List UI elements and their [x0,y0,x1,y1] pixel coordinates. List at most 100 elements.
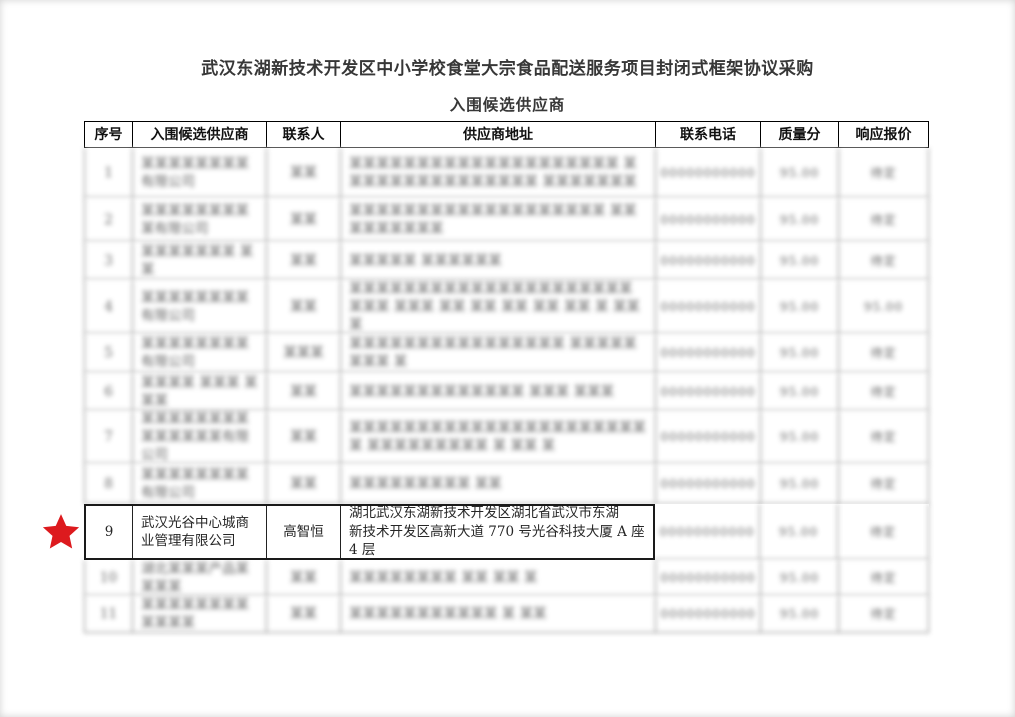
cell-score: 95.00 [761,373,839,410]
cell-score: 95.00 [761,242,839,279]
table-row: 1 某某某某某某某某有限公司 某某 某某某某某某某某某某某某某某某某某某某某 某某某某… [84,148,929,198]
highlight-star [42,514,80,550]
cell-address: 某某某某某某某某某某某某某某某某某某某 某某某某某某某某某 [341,198,656,241]
cell-score: 95.00 [761,334,839,372]
cell-address: 某某某某某某某某某某某某某某某某某某某某 某某某某某某某某某某某某某某某 某某某… [341,148,656,197]
cell-phone: 00000000000 [656,596,761,632]
cell-contact: 某某 [267,198,341,241]
cell-supplier-name: 某某某某某某某某某有限公司 [133,198,267,241]
header-phone: 联系电话 [656,122,761,147]
cell-address: 某某某某某某某某某某某某某某某某某某某某某 某某某 某某某 某某 某某 某某 某… [341,280,656,333]
page-title: 武汉东湖新技术开发区中小学校食堂大宗食品配送服务项目封闭式框架协议采购 [201,59,814,79]
cell-supplier-name: 武汉光谷中心城商 业管理有限公司 [133,506,267,558]
cell-supplier-name: 某某某某某某某某有限公司 [133,334,267,372]
cell-seq: 10 [85,560,133,595]
cell-score: 95.00 [761,198,839,241]
red-star-icon [42,514,80,549]
cell-score: 95.00 [761,280,839,333]
cell-address: 某某某某某某某某 某某 某某 某 [341,560,656,595]
cell-price: 待定 [870,346,897,360]
cell-phone: 00000000000 [656,280,761,333]
header-score: 质量分 [761,122,839,147]
cell-seq: 2 [85,198,133,241]
cell-contact: 某某 [267,148,341,197]
table-header-row: 序号 入围候选供应商 联系人 供应商地址 联系电话 质量分 响应报价 [84,121,929,148]
cell-supplier-name: 某某某某某某某某 有限公司 [133,464,267,503]
cell-phone: 00000000000 [656,242,761,279]
cell-address: 湖北武汉东湖新技术开发区湖北省武汉市东湖 新技术开发区高新大道 770 号光谷科… [349,506,645,558]
cell-supplier-name: 某某某某某某某 某某 [133,242,267,279]
header-address: 供应商地址 [341,122,656,147]
cell-contact: 某某某 [267,334,341,372]
cell-price: 待定 [870,607,897,621]
cell-supplier-name: 某某某某 某某某 某某某 [133,373,267,410]
cell-price: 待定 [869,524,896,539]
cell-address: 某某某某某某某某某某某某某 某某某 某某某 [341,373,656,410]
cell-price: 待定 [870,570,897,585]
cell-phone: 00000000000 [656,198,761,241]
table-row: 3 某某某某某某某 某某 某某 某某某某某 某某某某某某 00000000000 95.0… [84,242,929,280]
cell-phone: 00000000000 [656,464,761,503]
cell-address: 某某某某某某某某某某某某某某某某 某某某某某 某某某 某 [341,334,656,372]
cell-price: 待定 [870,476,897,491]
cell-seq: 7 [85,411,133,463]
cell-supplier-name: 某某某某某某某某某某某某某某有限公司 [133,411,267,463]
table-row: 11 某某某某某某某某 某某某某 某某 某某某某某某某某某某某 某 某某 0000000… [84,596,929,633]
cell-contact: 某某 [267,411,341,463]
cell-score: 95.00 [761,148,839,197]
cell-address: 某某某某某某某某某 某某 [341,464,656,503]
cell-contact: 某某 [267,464,341,503]
cell-address: 某某某某某某某某某某某 某 某某 [341,596,656,632]
header-supplier: 入围候选供应商 [133,122,267,147]
table-row: 7 某某某某某某某某某某某某某某有限公司 某某 某某某某某某某某某某某某某某某某某某某… [84,411,929,464]
table-row: 9 武汉光谷中心城商 业管理有限公司 高智恒 湖北武汉东湖新技术开发区湖北省武汉市东湖… [84,504,929,560]
table-row: 8 某某某某某某某某 有限公司 某某 某某某某某某某某某 某某 00000000000 9… [84,464,929,504]
cell-seq: 4 [85,280,133,333]
cell-seq: 11 [85,596,133,632]
cell-seq: 5 [85,334,133,372]
cell-phone: 00000000000 [656,560,761,595]
cell-price: 待定 [870,430,897,444]
cell-seq: 3 [85,242,133,279]
header-price: 响应报价 [855,126,912,143]
cell-score: 95.00 [760,504,838,559]
cell-supplier-name: 某某某某某某某某有限公司 [133,148,267,197]
cell-price: 待定 [870,165,897,180]
table-row: 4 某某某某某某某某有限公司 某某 某某某某某某某某某某某某某某某某某某某某某 某某某… [84,280,929,334]
cell-contact: 某某 [267,596,341,632]
cell-address: 某某某某某 某某某某某某 [341,242,656,279]
header-contact: 联系人 [267,122,341,147]
cell-price: 95.00 [863,299,904,314]
table-row: 5 某某某某某某某某有限公司 某某某 某某某某某某某某某某某某某某某某 某某某某某 某… [84,334,929,373]
cell-score: 95.00 [761,560,839,595]
cell-contact: 某某 [267,242,341,279]
cell-price: 待定 [870,212,897,227]
blurred-row-tail: 00000000000 95.00 待定 [655,504,929,560]
cell-seq: 8 [85,464,133,503]
page-subtitle: 入围候选供应商 [449,95,566,114]
cell-supplier-name: 湖北某某某产品某 某某某 [133,560,267,595]
cell-phone: 00000000000 [655,504,760,559]
table-row: 6 某某某某 某某某 某某某 某某 某某某某某某某某某某某某某 某某某 某某某 0000… [84,373,929,411]
cell-supplier-name: 某某某某某某某某有限公司 [133,280,267,333]
cell-contact: 某某 [267,560,341,595]
header-seq: 序号 [85,122,133,147]
cell-supplier-name: 某某某某某某某某 某某某某 [133,596,267,632]
suppliers-table: 序号 入围候选供应商 联系人 供应商地址 联系电话 质量分 响应报价 1 某某某某… [84,121,929,633]
table-row: 10 湖北某某某产品某 某某某 某某 某某某某某某某某 某某 某某 某 00000000… [84,560,929,596]
cell-phone: 00000000000 [656,334,761,372]
cell-contact: 高智恒 [267,506,341,558]
cell-address: 某某某某某某某某某某某某某某某某某某某某某某某 某某某某某某某某某 某 某某 某 [341,411,656,463]
cell-price: 待定 [870,253,897,268]
cell-seq: 6 [85,373,133,410]
table-row: 2 某某某某某某某某某有限公司 某某 某某某某某某某某某某某某某某某某某某某 某某某某… [84,198,929,242]
cell-score: 95.00 [761,464,839,503]
cell-score: 95.00 [761,411,839,463]
cell-phone: 00000000000 [656,148,761,197]
cell-score: 95.00 [761,596,839,632]
cell-phone: 00000000000 [656,373,761,410]
cell-phone: 00000000000 [656,411,761,463]
cell-seq: 9 [86,506,133,558]
cell-contact: 某某 [267,280,341,333]
